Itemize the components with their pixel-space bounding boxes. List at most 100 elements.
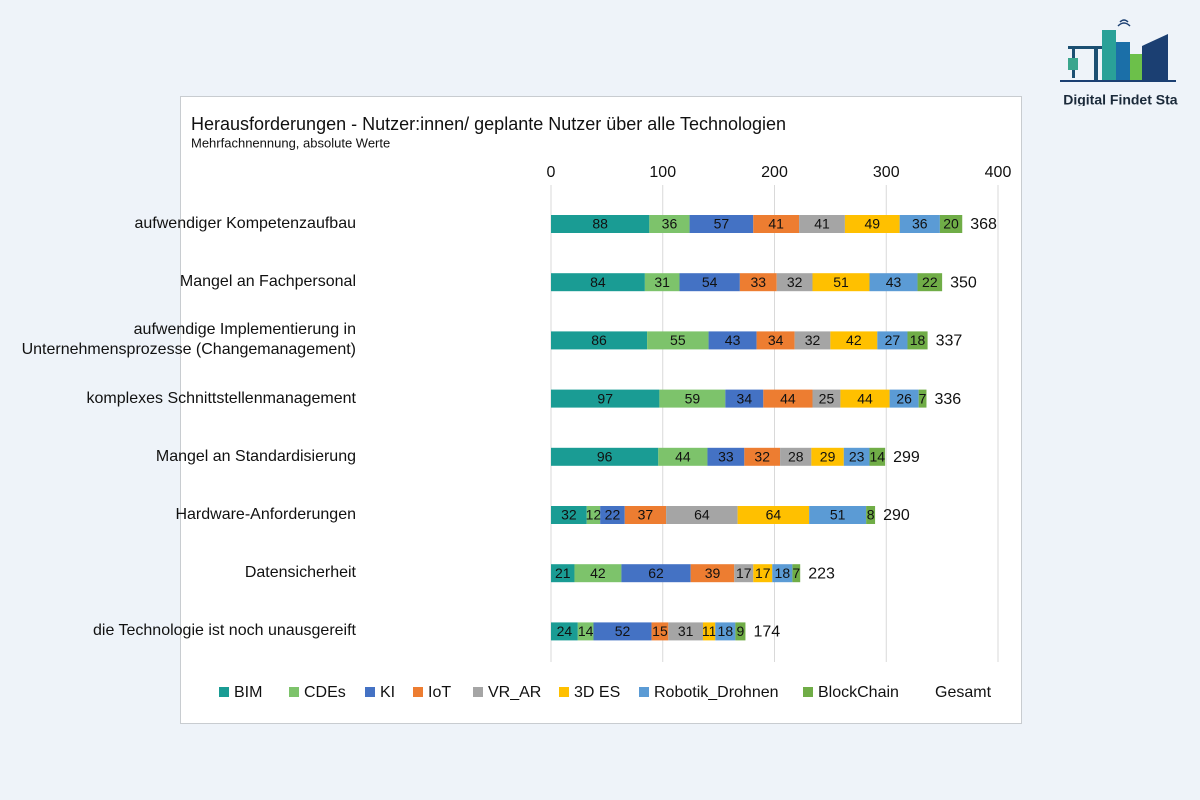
- bar-segment: [690, 564, 735, 583]
- signal-icon: [1117, 19, 1131, 27]
- bar-segment: [763, 389, 813, 408]
- bar-segment: [666, 506, 738, 524]
- bar-segment: [794, 331, 831, 350]
- bar-segment: [917, 273, 943, 292]
- bar-segment: [869, 447, 886, 466]
- value-label: 17: [736, 565, 752, 581]
- value-label: 22: [922, 274, 938, 290]
- legend-label: Gesamt: [935, 684, 992, 701]
- value-label: 23: [849, 449, 865, 465]
- value-label: 32: [805, 332, 821, 348]
- chart: Herausforderungen - Nutzer:innen/ geplan…: [191, 114, 1011, 701]
- bar-segment: [843, 447, 870, 466]
- value-label: 14: [870, 449, 886, 465]
- total-label: 290: [883, 507, 910, 524]
- bar-segment: [735, 622, 746, 641]
- bar-segment: [812, 389, 841, 408]
- value-label: 34: [737, 390, 753, 406]
- value-label: 29: [820, 449, 836, 465]
- category-label: aufwendige Implementierung in Unternehme…: [21, 321, 356, 359]
- bar-segment: [577, 622, 594, 641]
- bar-segment: [715, 622, 736, 641]
- total-label: 299: [893, 449, 920, 466]
- bar-segment: [869, 273, 918, 292]
- crane-arm: [1068, 46, 1108, 49]
- bar-segment: [739, 273, 777, 292]
- crane-load: [1068, 58, 1078, 70]
- bar-segment: [551, 331, 648, 350]
- value-label: 18: [718, 623, 734, 639]
- bar-segment: [939, 215, 963, 233]
- value-label: 14: [578, 623, 594, 639]
- value-label: 32: [787, 274, 803, 290]
- value-label: 41: [768, 216, 784, 232]
- value-label: 32: [561, 507, 577, 523]
- value-label: 20: [943, 216, 959, 232]
- x-tick-label: 300: [873, 164, 900, 181]
- legend-swatch: [803, 687, 813, 697]
- legend-swatch: [559, 687, 569, 697]
- bar-segment: [840, 389, 890, 408]
- bar-segment: [600, 506, 625, 524]
- value-label: 52: [615, 623, 631, 639]
- bar-segment: [668, 622, 703, 641]
- bar-segment: [756, 331, 795, 350]
- building: [1116, 42, 1130, 80]
- value-label: 44: [857, 390, 873, 406]
- total-label: 174: [753, 624, 780, 641]
- legend-label: KI: [380, 684, 395, 701]
- value-label: 39: [705, 565, 721, 581]
- value-label: 11: [702, 623, 717, 639]
- total-label: 350: [950, 274, 977, 291]
- value-label: 9: [737, 623, 745, 639]
- value-label: 86: [591, 332, 607, 348]
- bar-segment: [918, 389, 927, 408]
- legend-label: 3D ES: [574, 684, 620, 701]
- legend-swatch: [413, 687, 423, 697]
- bar-segment: [907, 331, 928, 350]
- value-label: 41: [814, 216, 830, 232]
- bar-segment: [772, 564, 793, 583]
- bar-segment: [551, 273, 645, 292]
- value-label: 24: [557, 623, 573, 639]
- legend-swatch: [639, 687, 649, 697]
- bar-segment: [737, 506, 810, 524]
- bar-segment: [593, 622, 652, 641]
- category-label: Mangel an Standardisierung: [155, 447, 356, 465]
- legend-swatch: [365, 687, 375, 697]
- bar-segment: [679, 273, 740, 292]
- total-label: 337: [936, 333, 963, 350]
- category-label: Datensicherheit: [244, 564, 356, 582]
- value-label: 36: [662, 216, 678, 232]
- legend-label: IoT: [428, 684, 451, 701]
- value-label: 18: [910, 332, 926, 348]
- value-label: 96: [597, 449, 613, 465]
- value-label: 12: [586, 507, 602, 523]
- bar-segment: [725, 389, 764, 408]
- value-label: 31: [654, 274, 670, 290]
- value-label: 27: [885, 332, 901, 348]
- legend-label: Robotik_Drohnen: [654, 684, 779, 701]
- bar-segment: [866, 506, 876, 524]
- x-tick-label: 0: [547, 164, 556, 181]
- bar-segment: [586, 506, 601, 524]
- bar-segment: [708, 331, 757, 350]
- building: [1102, 30, 1116, 80]
- chart-subtitle: Mehrfachnennung, absolute Werte: [191, 135, 390, 150]
- value-label: 22: [605, 507, 621, 523]
- category-label: die Technologie ist noch unausgereift: [93, 622, 356, 640]
- bar-segment: [689, 215, 754, 233]
- value-label: 62: [648, 565, 664, 581]
- bar-segment: [877, 331, 908, 350]
- value-label: 57: [714, 216, 730, 232]
- legend-label: BIM: [234, 684, 262, 701]
- value-label: 59: [685, 390, 701, 406]
- value-label: 55: [670, 332, 686, 348]
- bar-segment: [707, 447, 745, 466]
- total-label: 368: [970, 216, 997, 233]
- value-label: 42: [590, 565, 606, 581]
- value-label: 43: [886, 274, 902, 290]
- bar-segment: [551, 389, 660, 408]
- value-label: 28: [788, 449, 804, 465]
